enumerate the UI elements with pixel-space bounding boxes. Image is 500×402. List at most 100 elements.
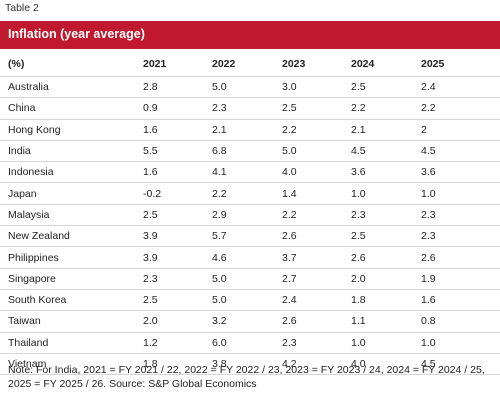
- table-row: Taiwan 2.0 3.2 2.6 1.1 0.8: [0, 310, 500, 333]
- value-cell: 1.0: [421, 182, 500, 205]
- table-caption: Table 2: [5, 2, 39, 14]
- country-cell: Malaysia: [0, 204, 143, 227]
- value-cell: 2.5: [351, 76, 421, 99]
- country-cell: China: [0, 97, 143, 120]
- table-row: Japan -0.2 2.2 1.4 1.0 1.0: [0, 182, 500, 205]
- value-cell: 1.6: [421, 289, 500, 312]
- header-unit: (%): [0, 52, 143, 77]
- value-cell: 3.0: [282, 76, 351, 99]
- value-cell: 2.0: [143, 310, 212, 333]
- value-cell: 3.9: [143, 246, 212, 269]
- value-cell: 4.5: [421, 140, 500, 163]
- value-cell: 2.6: [351, 246, 421, 269]
- value-cell: 2: [421, 119, 500, 141]
- value-cell: 1.1: [351, 310, 421, 333]
- header-year: 2024: [351, 52, 421, 77]
- value-cell: 1.2: [143, 332, 212, 354]
- value-cell: 4.2: [282, 353, 351, 376]
- country-cell: Thailand: [0, 332, 143, 354]
- value-cell: 2.3: [143, 268, 212, 290]
- header-year: 2021: [143, 52, 212, 77]
- table-row: China 0.9 2.3 2.5 2.2 2.2: [0, 97, 500, 120]
- value-cell: 4.0: [351, 353, 421, 376]
- value-cell: 2.2: [212, 182, 282, 205]
- value-cell: 1.8: [143, 353, 212, 376]
- value-cell: 3.9: [143, 225, 212, 248]
- value-cell: 5.7: [212, 225, 282, 248]
- table-row: Vietnam 1.8 3.8 4.2 4.0 4.5: [0, 353, 500, 376]
- table-row: Singapore 2.3 5.0 2.7 2.0 1.9: [0, 268, 500, 290]
- value-cell: 4.5: [351, 140, 421, 163]
- country-cell: Indonesia: [0, 161, 143, 184]
- value-cell: 2.7: [282, 268, 351, 290]
- value-cell: 4.1: [212, 161, 282, 184]
- value-cell: 2.3: [212, 97, 282, 120]
- value-cell: 1.4: [282, 182, 351, 205]
- value-cell: 2.3: [421, 225, 500, 248]
- value-cell: 2.5: [282, 97, 351, 120]
- value-cell: -0.2: [143, 182, 212, 205]
- country-cell: South Korea: [0, 289, 143, 312]
- value-cell: 6.0: [212, 332, 282, 354]
- value-cell: 1.6: [143, 161, 212, 184]
- value-cell: 0.9: [143, 97, 212, 120]
- country-cell: Singapore: [0, 268, 143, 290]
- value-cell: 5.0: [212, 268, 282, 290]
- value-cell: 2.8: [143, 76, 212, 99]
- country-cell: Hong Kong: [0, 119, 143, 141]
- value-cell: 5.5: [143, 140, 212, 163]
- title-banner: Inflation (year average): [0, 21, 500, 49]
- value-cell: 2.0: [351, 268, 421, 290]
- value-cell: 2.3: [421, 204, 500, 227]
- header-year: 2022: [212, 52, 282, 77]
- value-cell: 1.8: [351, 289, 421, 312]
- header-row: (%) 2021 2022 2023 2024 2025: [0, 52, 500, 77]
- value-cell: 2.6: [421, 246, 500, 269]
- value-cell: 0.8: [421, 310, 500, 333]
- table-row: New Zealand 3.9 5.7 2.6 2.5 2.3: [0, 225, 500, 248]
- table-row: Hong Kong 1.6 2.1 2.2 2.1 2: [0, 119, 500, 141]
- table-row: Australia 2.8 5.0 3.0 2.5 2.4: [0, 76, 500, 99]
- value-cell: 2.3: [282, 332, 351, 354]
- value-cell: 2.2: [282, 119, 351, 141]
- value-cell: 4.0: [282, 161, 351, 184]
- table-row: Thailand 1.2 6.0 2.3 1.0 1.0: [0, 332, 500, 354]
- value-cell: 2.5: [351, 225, 421, 248]
- table-row: Philippines 3.9 4.6 3.7 2.6 2.6: [0, 246, 500, 269]
- value-cell: 4.6: [212, 246, 282, 269]
- value-cell: 2.1: [212, 119, 282, 141]
- table-note: Note: For India, 2021 = FY 2021 / 22, 20…: [8, 364, 485, 390]
- inflation-table: (%) 2021 2022 2023 2024 2025 Australia 2.…: [0, 52, 500, 376]
- table-row: India 5.5 6.8 5.0 4.5 4.5: [0, 140, 500, 163]
- table-row: Malaysia 2.5 2.9 2.2 2.3 2.3: [0, 204, 500, 227]
- value-cell: 2.2: [351, 97, 421, 120]
- table-row: South Korea 2.5 5.0 2.4 1.8 1.6: [0, 289, 500, 312]
- table-row: Indonesia 1.6 4.1 4.0 3.6 3.6: [0, 161, 500, 184]
- country-cell: Taiwan: [0, 310, 143, 333]
- country-cell: India: [0, 140, 143, 163]
- value-cell: 2.5: [143, 289, 212, 312]
- country-cell: Philippines: [0, 246, 143, 269]
- value-cell: 3.6: [351, 161, 421, 184]
- value-cell: 3.8: [212, 353, 282, 376]
- country-cell: Australia: [0, 76, 143, 99]
- value-cell: 1.0: [351, 182, 421, 205]
- value-cell: 2.4: [282, 289, 351, 312]
- value-cell: 3.2: [212, 310, 282, 333]
- value-cell: 2.6: [282, 225, 351, 248]
- value-cell: 3.7: [282, 246, 351, 269]
- value-cell: 5.0: [282, 140, 351, 163]
- value-cell: 2.3: [351, 204, 421, 227]
- value-cell: 1.0: [351, 332, 421, 354]
- value-cell: 1.9: [421, 268, 500, 290]
- value-cell: 5.0: [212, 289, 282, 312]
- value-cell: 5.0: [212, 76, 282, 99]
- value-cell: 2.2: [421, 97, 500, 120]
- value-cell: 2.4: [421, 76, 500, 99]
- value-cell: 2.2: [282, 204, 351, 227]
- value-cell: 2.5: [143, 204, 212, 227]
- value-cell: 3.6: [421, 161, 500, 184]
- header-year: 2025: [421, 52, 500, 77]
- value-cell: 2.1: [351, 119, 421, 141]
